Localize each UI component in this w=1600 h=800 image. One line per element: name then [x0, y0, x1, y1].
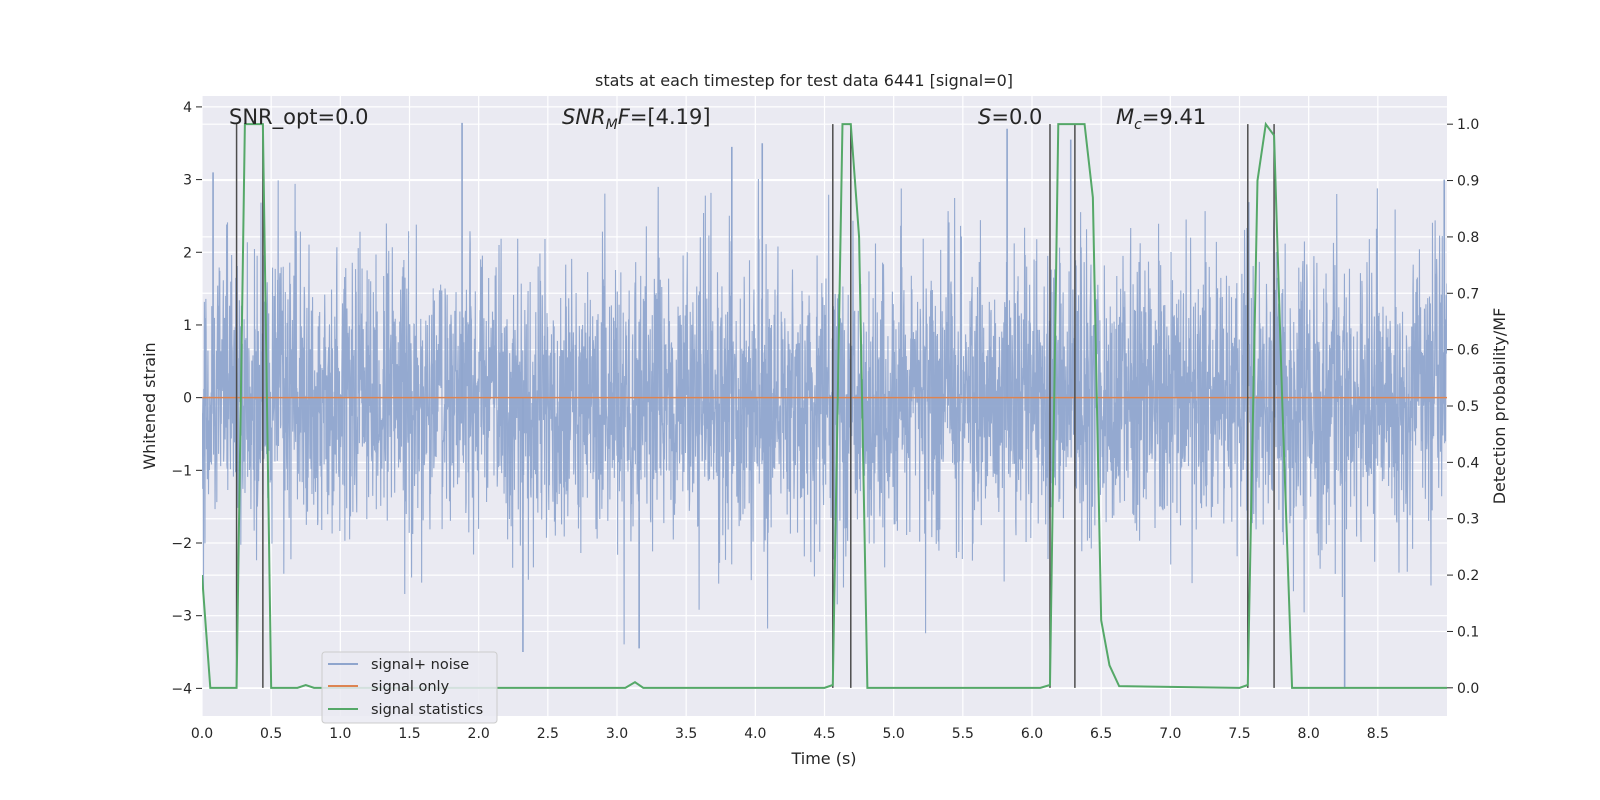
legend-box [321, 651, 498, 724]
x-tick-label: 7.0 [1159, 726, 1181, 742]
left-y-tick-label: 3 [183, 173, 192, 189]
x-tick-label: 8.5 [1367, 726, 1389, 742]
x-tick-label: 5.0 [883, 726, 905, 742]
annotation-snr-mf: SNRMF=[4.19] [562, 105, 711, 133]
right-y-tick-label: 0.4 [1457, 455, 1479, 471]
left-y-tick-label: −4 [171, 681, 192, 697]
right-y-tick-label: 0.0 [1457, 681, 1479, 697]
left-y-tick-label: 4 [183, 100, 192, 116]
left-y-tick-label: 2 [183, 245, 192, 261]
left-y-tick-label: −2 [171, 536, 192, 552]
right-y-tick-label: 0.3 [1457, 512, 1479, 528]
x-tick-label: 7.5 [1228, 726, 1250, 742]
right-y-tick-label: 0.5 [1457, 399, 1479, 415]
legend: signal+ noise signal only signal statist… [321, 651, 498, 724]
annotation-snr-opt: SNR_opt=0.0 [229, 105, 369, 130]
vertical-markers [235, 124, 1275, 688]
series-signal-noise-line [202, 179, 1447, 645]
right-y-tick-labels: 0.0 0.1 0.2 0.3 0.4 0.5 0.6 0.7 0.8 0.9 1.0 [1447, 117, 1479, 697]
left-y-tick-label: 0 [183, 391, 192, 407]
right-y-tick-label: 0.9 [1457, 174, 1479, 190]
x-tick-label: 4.0 [744, 726, 766, 742]
x-tick-label: 2.5 [537, 726, 559, 742]
right-y-tick-label: 0.7 [1457, 286, 1479, 302]
left-y-tick-labels: −4 −3 −2 −1 0 1 2 3 4 [171, 100, 202, 697]
annotation-s: S=0.0 [978, 105, 1042, 129]
x-tick-label: 0.0 [191, 726, 213, 742]
x-tick-label: 5.5 [952, 726, 974, 742]
right-y-tick-label: 0.1 [1457, 624, 1479, 640]
series-signal-statistics-line [202, 121, 1447, 689]
left-y-tick-label: −3 [171, 609, 192, 625]
x-tick-label: 6.5 [1090, 726, 1112, 742]
x-tick-label: 0.5 [260, 726, 282, 742]
x-tick-label: 2.0 [468, 726, 490, 742]
left-y-tick-label: −1 [171, 463, 192, 479]
x-tick-label: 3.0 [606, 726, 628, 742]
left-y-axis-label: Whitened strain [140, 342, 159, 469]
series-signal-noise [202, 122, 1447, 689]
right-y-tick-label: 1.0 [1457, 117, 1479, 133]
legend-label-signal-statistics: signal statistics [371, 702, 483, 718]
x-tick-label: 8.0 [1298, 726, 1320, 742]
x-tick-label: 3.5 [675, 726, 697, 742]
x-tick-label: 1.5 [398, 726, 420, 742]
right-y-tick-label: 0.8 [1457, 230, 1479, 246]
annotations: SNR_opt=0.0 SNRMF=[4.19] S=0.0 Mc=9.41 [229, 105, 1206, 133]
right-y-axis-label: Detection probability/MF [1490, 308, 1509, 505]
plot-content [202, 121, 1447, 689]
x-tick-label: 6.0 [1021, 726, 1043, 742]
legend-label-signal-only: signal only [371, 679, 450, 695]
right-y-tick-label: 0.2 [1457, 568, 1479, 584]
x-tick-label: 1.0 [329, 726, 351, 742]
x-tick-label: 4.5 [813, 726, 835, 742]
right-y-tick-label: 0.6 [1457, 343, 1479, 359]
legend-label-signal-noise: signal+ noise [371, 657, 469, 673]
left-y-tick-label: 1 [183, 318, 192, 334]
x-tick-labels: 0.0 0.5 1.0 1.5 2.0 2.5 3.0 3.5 4.0 4.5 5.0 5.5 6.0 6… [191, 726, 1389, 742]
x-axis-label: Time (s) [790, 749, 856, 768]
annotation-mc: Mc=9.41 [1116, 105, 1206, 133]
chart-title: stats at each timestep for test data 644… [595, 71, 1013, 90]
